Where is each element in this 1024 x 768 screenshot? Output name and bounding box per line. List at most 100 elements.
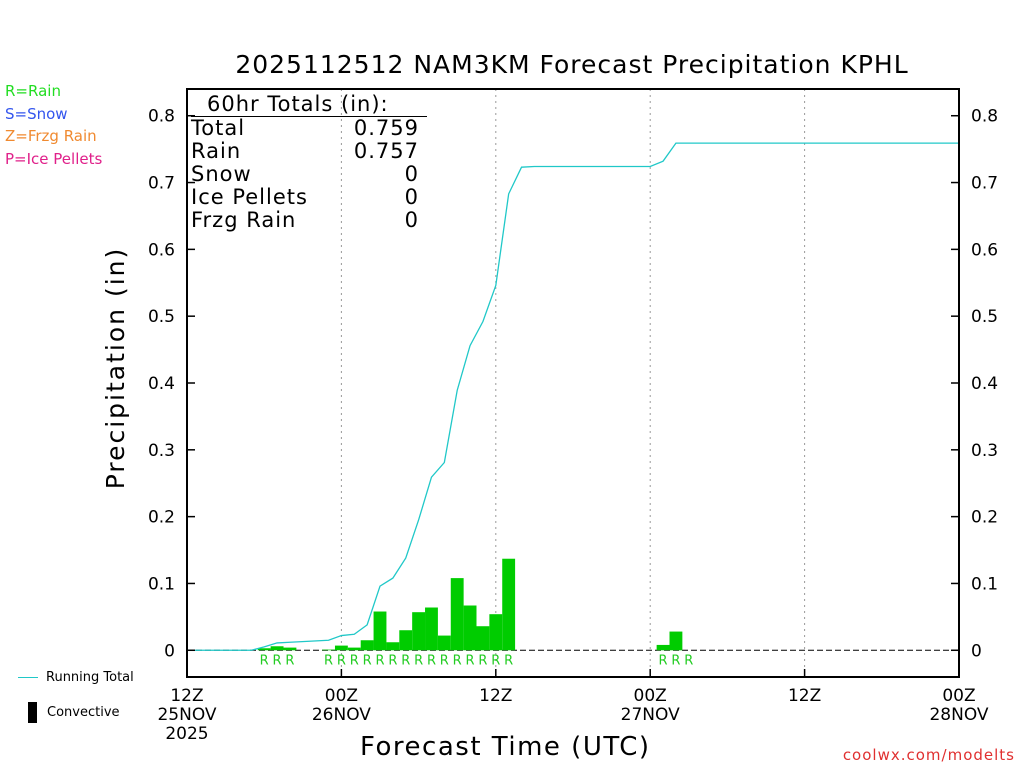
legend-freezing-rain: Z=Frzg Rain — [5, 127, 97, 145]
precip-bar — [489, 614, 503, 651]
precip-bar — [412, 612, 426, 651]
totals-row-value: 0 — [404, 162, 419, 186]
y-tick-label-right: 0.3 — [971, 441, 998, 461]
totals-row: Frzg Rain 0 — [191, 209, 419, 232]
precip-bar — [334, 645, 348, 651]
totals-row-value: 0 — [404, 208, 419, 232]
precip-type-label: R — [337, 653, 346, 668]
precip-type-label: R — [671, 653, 680, 668]
x-tick-label: 12Z — [479, 686, 512, 706]
precip-type-label: R — [388, 653, 397, 668]
totals-row-value: 0.757 — [353, 139, 419, 163]
precip-bar — [476, 626, 490, 651]
x-axis-label: Forecast Time (UTC) — [360, 732, 651, 762]
y-tick-label: 0.6 — [148, 240, 175, 260]
y-tick-label-right: 0.1 — [971, 574, 998, 594]
totals-row-label: Rain — [191, 139, 242, 163]
legend-snow: S=Snow — [5, 105, 68, 123]
x-tick-label: 12Z — [788, 686, 821, 706]
precip-type-label: R — [260, 653, 269, 668]
precip-type-label: R — [324, 653, 333, 668]
totals-row: Total 0.759 — [191, 117, 419, 140]
precip-type-label: R — [285, 653, 294, 668]
y-tick-label-right: 0.8 — [971, 107, 998, 127]
totals-row-label: Total — [191, 116, 246, 140]
x-tick-date: 28NOV — [929, 705, 988, 725]
legend-convective: Convective — [28, 702, 120, 723]
y-tick-label: 0.8 — [148, 107, 175, 127]
precip-bar — [425, 607, 438, 651]
y-tick-label: 0.5 — [148, 307, 175, 327]
totals-row: Snow 0 — [191, 163, 419, 186]
precip-bar — [656, 644, 670, 651]
x-tick-label: 00Z — [942, 686, 975, 706]
precip-type-label: R — [440, 653, 449, 668]
precip-bar — [257, 648, 271, 651]
y-tick-label-right: 0.4 — [971, 374, 998, 394]
running-total-line — [187, 142, 959, 651]
x-tick-date: 25NOV — [157, 705, 216, 725]
totals-row-value: 0 — [404, 185, 419, 209]
precip-bar — [270, 646, 284, 651]
precip-bar — [322, 649, 335, 651]
precip-type-label: R — [375, 653, 384, 668]
convective-swatch — [28, 702, 37, 723]
x-tick-label: 00Z — [325, 686, 358, 706]
precip-type-label: R — [466, 653, 475, 668]
running-total-swatch — [18, 677, 38, 678]
totals-row-label: Ice Pellets — [191, 185, 308, 209]
precip-bar — [386, 642, 400, 651]
y-tick-label-right: 0.5 — [971, 307, 998, 327]
y-tick-label: 0 — [164, 641, 175, 661]
running-total-label: Running Total — [46, 670, 134, 685]
totals-row-label: Snow — [191, 162, 252, 186]
y-tick-label-right: 0 — [971, 641, 982, 661]
legend-running-total: Running Total — [18, 670, 134, 685]
totals-row-label: Frzg Rain — [191, 208, 297, 232]
x-tick-year: 2025 — [165, 724, 208, 744]
legend-ice-pellets: P=Ice Pellets — [5, 150, 103, 168]
precip-type-label: R — [273, 653, 282, 668]
precip-type-label: R — [684, 653, 693, 668]
totals-heading: 60hr Totals (in): — [191, 92, 427, 117]
precip-type-label: R — [350, 653, 359, 668]
precip-type-label: R — [453, 653, 462, 668]
precip-bar — [347, 647, 361, 651]
y-tick-label-right: 0.2 — [971, 508, 998, 528]
x-tick-label: 12Z — [170, 686, 203, 706]
y-tick-label: 0.3 — [148, 441, 175, 461]
precip-bar — [463, 605, 477, 651]
precip-bar — [669, 631, 683, 651]
credit-link[interactable]: coolwx.com/modelts — [842, 746, 1015, 764]
x-tick-date: 27NOV — [621, 705, 680, 725]
precip-bar — [399, 630, 413, 651]
y-tick-label: 0.2 — [148, 508, 175, 528]
chart-title: 2025112512 NAM3KM Forecast Precipitation… — [235, 50, 909, 79]
precip-bar — [437, 635, 451, 651]
precip-type-label: R — [401, 653, 410, 668]
precip-type-label: R — [504, 653, 513, 668]
precip-type-label: R — [478, 653, 487, 668]
totals-row-value: 0.759 — [353, 116, 419, 140]
precip-type-label: R — [414, 653, 423, 668]
precip-bar — [283, 647, 297, 651]
precip-type-label: R — [363, 653, 372, 668]
y-tick-label-right: 0.6 — [971, 240, 998, 260]
precip-bar — [450, 578, 464, 651]
y-tick-label: 0.1 — [148, 574, 175, 594]
precip-type-label: R — [491, 653, 500, 668]
x-tick-date: 26NOV — [312, 705, 371, 725]
precip-bar — [502, 558, 516, 651]
precip-type-label: R — [659, 653, 668, 668]
precip-bar — [360, 640, 374, 651]
y-tick-label: 0.4 — [148, 374, 175, 394]
legend-rain: R=Rain — [5, 82, 61, 100]
x-tick-label: 00Z — [634, 686, 667, 706]
totals-row: Ice Pellets 0 — [191, 186, 419, 209]
precip-type-label: R — [427, 653, 436, 668]
convective-label: Convective — [47, 705, 120, 720]
totals-box: 60hr Totals (in): Total 0.759 Rain 0.757 Sno… — [191, 92, 431, 232]
precip-bar — [373, 611, 387, 651]
y-tick-label: 0.7 — [148, 174, 175, 194]
totals-row: Rain 0.757 — [191, 140, 419, 163]
